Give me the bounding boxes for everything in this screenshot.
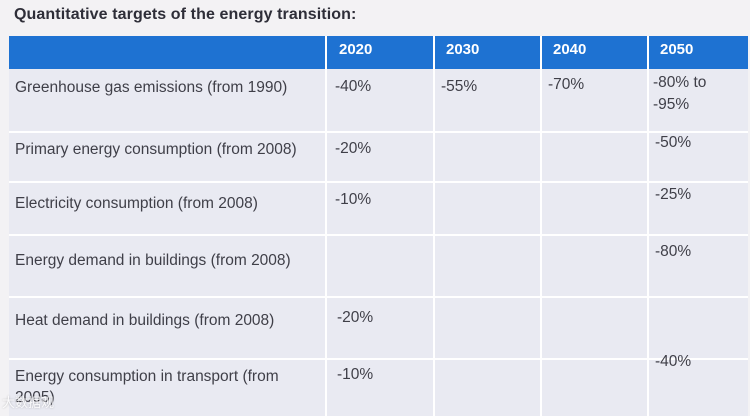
value-2020: -10% [335, 191, 372, 208]
row-divider [9, 296, 748, 298]
row-label-electricity: Electricity consumption (from 2008) [15, 195, 258, 212]
value-2050: -40% [655, 353, 692, 370]
value-2050: -25% [655, 186, 692, 203]
row-divider [9, 131, 748, 133]
column-divider [540, 36, 542, 416]
column-divider [325, 36, 327, 416]
row-divider [9, 181, 748, 183]
value-2030: -55% [441, 78, 478, 95]
row-divider [9, 358, 748, 360]
column-header-2020: 2020 [339, 41, 373, 58]
table-header [9, 36, 748, 69]
value-2040: -70% [548, 76, 585, 93]
row-label-energy-demand-buildings: Energy demand in buildings (from 2008) [15, 252, 291, 269]
targets-table: 2020 2030 2040 2050 Greenhouse gas emiss… [9, 36, 748, 416]
watermark: 大数据观 [2, 395, 55, 410]
value-2050: -80% to -95% [653, 74, 707, 113]
value-2050: -50% [655, 134, 692, 151]
column-header-2040: 2040 [553, 41, 587, 58]
column-divider [647, 36, 649, 416]
row-label-primary-energy: Primary energy consumption (from 2008) [15, 141, 297, 158]
value-2020: -20% [337, 309, 374, 326]
page-title: Quantitative targets of the energy trans… [14, 6, 357, 23]
value-2050: -80% [655, 243, 692, 260]
row-divider [9, 234, 748, 236]
column-divider [433, 36, 435, 416]
value-2020: -20% [335, 140, 372, 157]
column-header-2030: 2030 [446, 41, 480, 58]
column-header-2050: 2050 [660, 41, 694, 58]
row-label-heat-demand-buildings: Heat demand in buildings (from 2008) [15, 312, 275, 329]
row-label-transport: Energy consumption in transport (from 20… [15, 368, 279, 406]
value-2020: -10% [337, 366, 374, 383]
row-label-greenhouse-gas: Greenhouse gas emissions (from 1990) [15, 79, 288, 96]
value-2020: -40% [335, 78, 372, 95]
